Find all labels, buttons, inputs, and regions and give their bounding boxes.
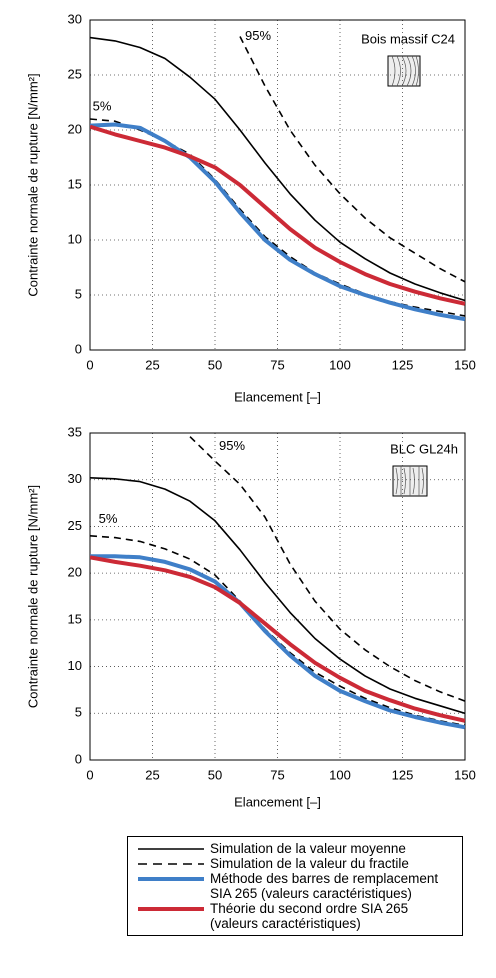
series-line bbox=[239, 36, 465, 283]
x-tick-label: 100 bbox=[329, 357, 351, 372]
y-tick-label: 20 bbox=[68, 565, 82, 580]
y-tick-label: 30 bbox=[68, 471, 82, 486]
legend: Simulation de la valeur moyenne Simulatio… bbox=[127, 836, 463, 936]
fractile-label: 5% bbox=[99, 511, 118, 526]
fractile-label: 95% bbox=[219, 438, 245, 453]
x-tick-label: 125 bbox=[392, 767, 414, 782]
series-line bbox=[90, 554, 465, 730]
series-line bbox=[90, 122, 465, 322]
y-tick-label: 20 bbox=[68, 121, 82, 136]
x-tick-label: 150 bbox=[454, 767, 476, 782]
x-tick-label: 150 bbox=[454, 357, 476, 372]
legend-swatch bbox=[138, 848, 204, 850]
y-tick-label: 30 bbox=[68, 11, 82, 26]
material-label: Bois massif C24 bbox=[361, 31, 455, 46]
series-line bbox=[90, 36, 465, 302]
y-tick-label: 5 bbox=[75, 286, 82, 301]
y-tick-label: 15 bbox=[68, 611, 82, 626]
material-label: BLC GL24h bbox=[390, 441, 458, 456]
y-tick-label: 35 bbox=[68, 424, 82, 439]
x-tick-label: 75 bbox=[270, 767, 284, 782]
y-tick-label: 15 bbox=[68, 176, 82, 191]
y-tick-label: 0 bbox=[75, 341, 82, 356]
series-line bbox=[90, 555, 465, 723]
y-tick-label: 5 bbox=[75, 705, 82, 720]
fractile-label: 95% bbox=[245, 28, 271, 43]
legend-label: Simulation de la valeur moyenne bbox=[210, 841, 406, 856]
legend-item: Théorie du second ordre SIA 265 (valeurs… bbox=[134, 901, 456, 931]
legend-item: Méthode des barres de remplacement SIA 2… bbox=[134, 871, 456, 901]
legend-swatch bbox=[138, 863, 204, 865]
y-axis-label: Contrainte normale de rupture [N/mm²] bbox=[25, 485, 40, 708]
legend-swatch bbox=[138, 877, 204, 881]
x-tick-label: 125 bbox=[392, 357, 414, 372]
y-tick-label: 0 bbox=[75, 751, 82, 766]
x-tick-label: 50 bbox=[208, 767, 222, 782]
x-tick-label: 25 bbox=[145, 767, 159, 782]
y-tick-label: 25 bbox=[68, 518, 82, 533]
icon-solid-wood bbox=[387, 55, 421, 87]
x-tick-label: 25 bbox=[145, 357, 159, 372]
series-line bbox=[90, 477, 465, 715]
y-tick-label: 10 bbox=[68, 658, 82, 673]
legend-item: Simulation de la valeur moyenne bbox=[134, 841, 456, 856]
legend-item: Simulation de la valeur du fractile bbox=[134, 856, 456, 871]
x-tick-label: 50 bbox=[208, 357, 222, 372]
x-tick-label: 0 bbox=[86, 767, 93, 782]
x-axis-label: Elancement [–] bbox=[234, 389, 321, 404]
series-line bbox=[189, 436, 465, 702]
legend-label: Simulation de la valeur du fractile bbox=[210, 856, 409, 871]
legend-label: Théorie du second ordre SIA 265 (valeurs… bbox=[210, 901, 409, 931]
x-axis-label: Elancement [–] bbox=[234, 794, 321, 809]
x-tick-label: 0 bbox=[86, 357, 93, 372]
plot-frame bbox=[89, 19, 466, 351]
series-line bbox=[90, 535, 465, 727]
series-line bbox=[90, 124, 465, 306]
icon-glulam bbox=[392, 465, 428, 497]
plot-frame bbox=[89, 432, 466, 761]
y-tick-label: 25 bbox=[68, 66, 82, 81]
fractile-label: 5% bbox=[93, 98, 112, 113]
x-tick-label: 75 bbox=[270, 357, 284, 372]
x-tick-label: 100 bbox=[329, 767, 351, 782]
y-axis-label: Contrainte normale de rupture [N/mm²] bbox=[25, 73, 40, 296]
legend-swatch bbox=[138, 907, 204, 911]
legend-label: Méthode des barres de remplacement SIA 2… bbox=[210, 871, 439, 901]
y-tick-label: 10 bbox=[68, 231, 82, 246]
